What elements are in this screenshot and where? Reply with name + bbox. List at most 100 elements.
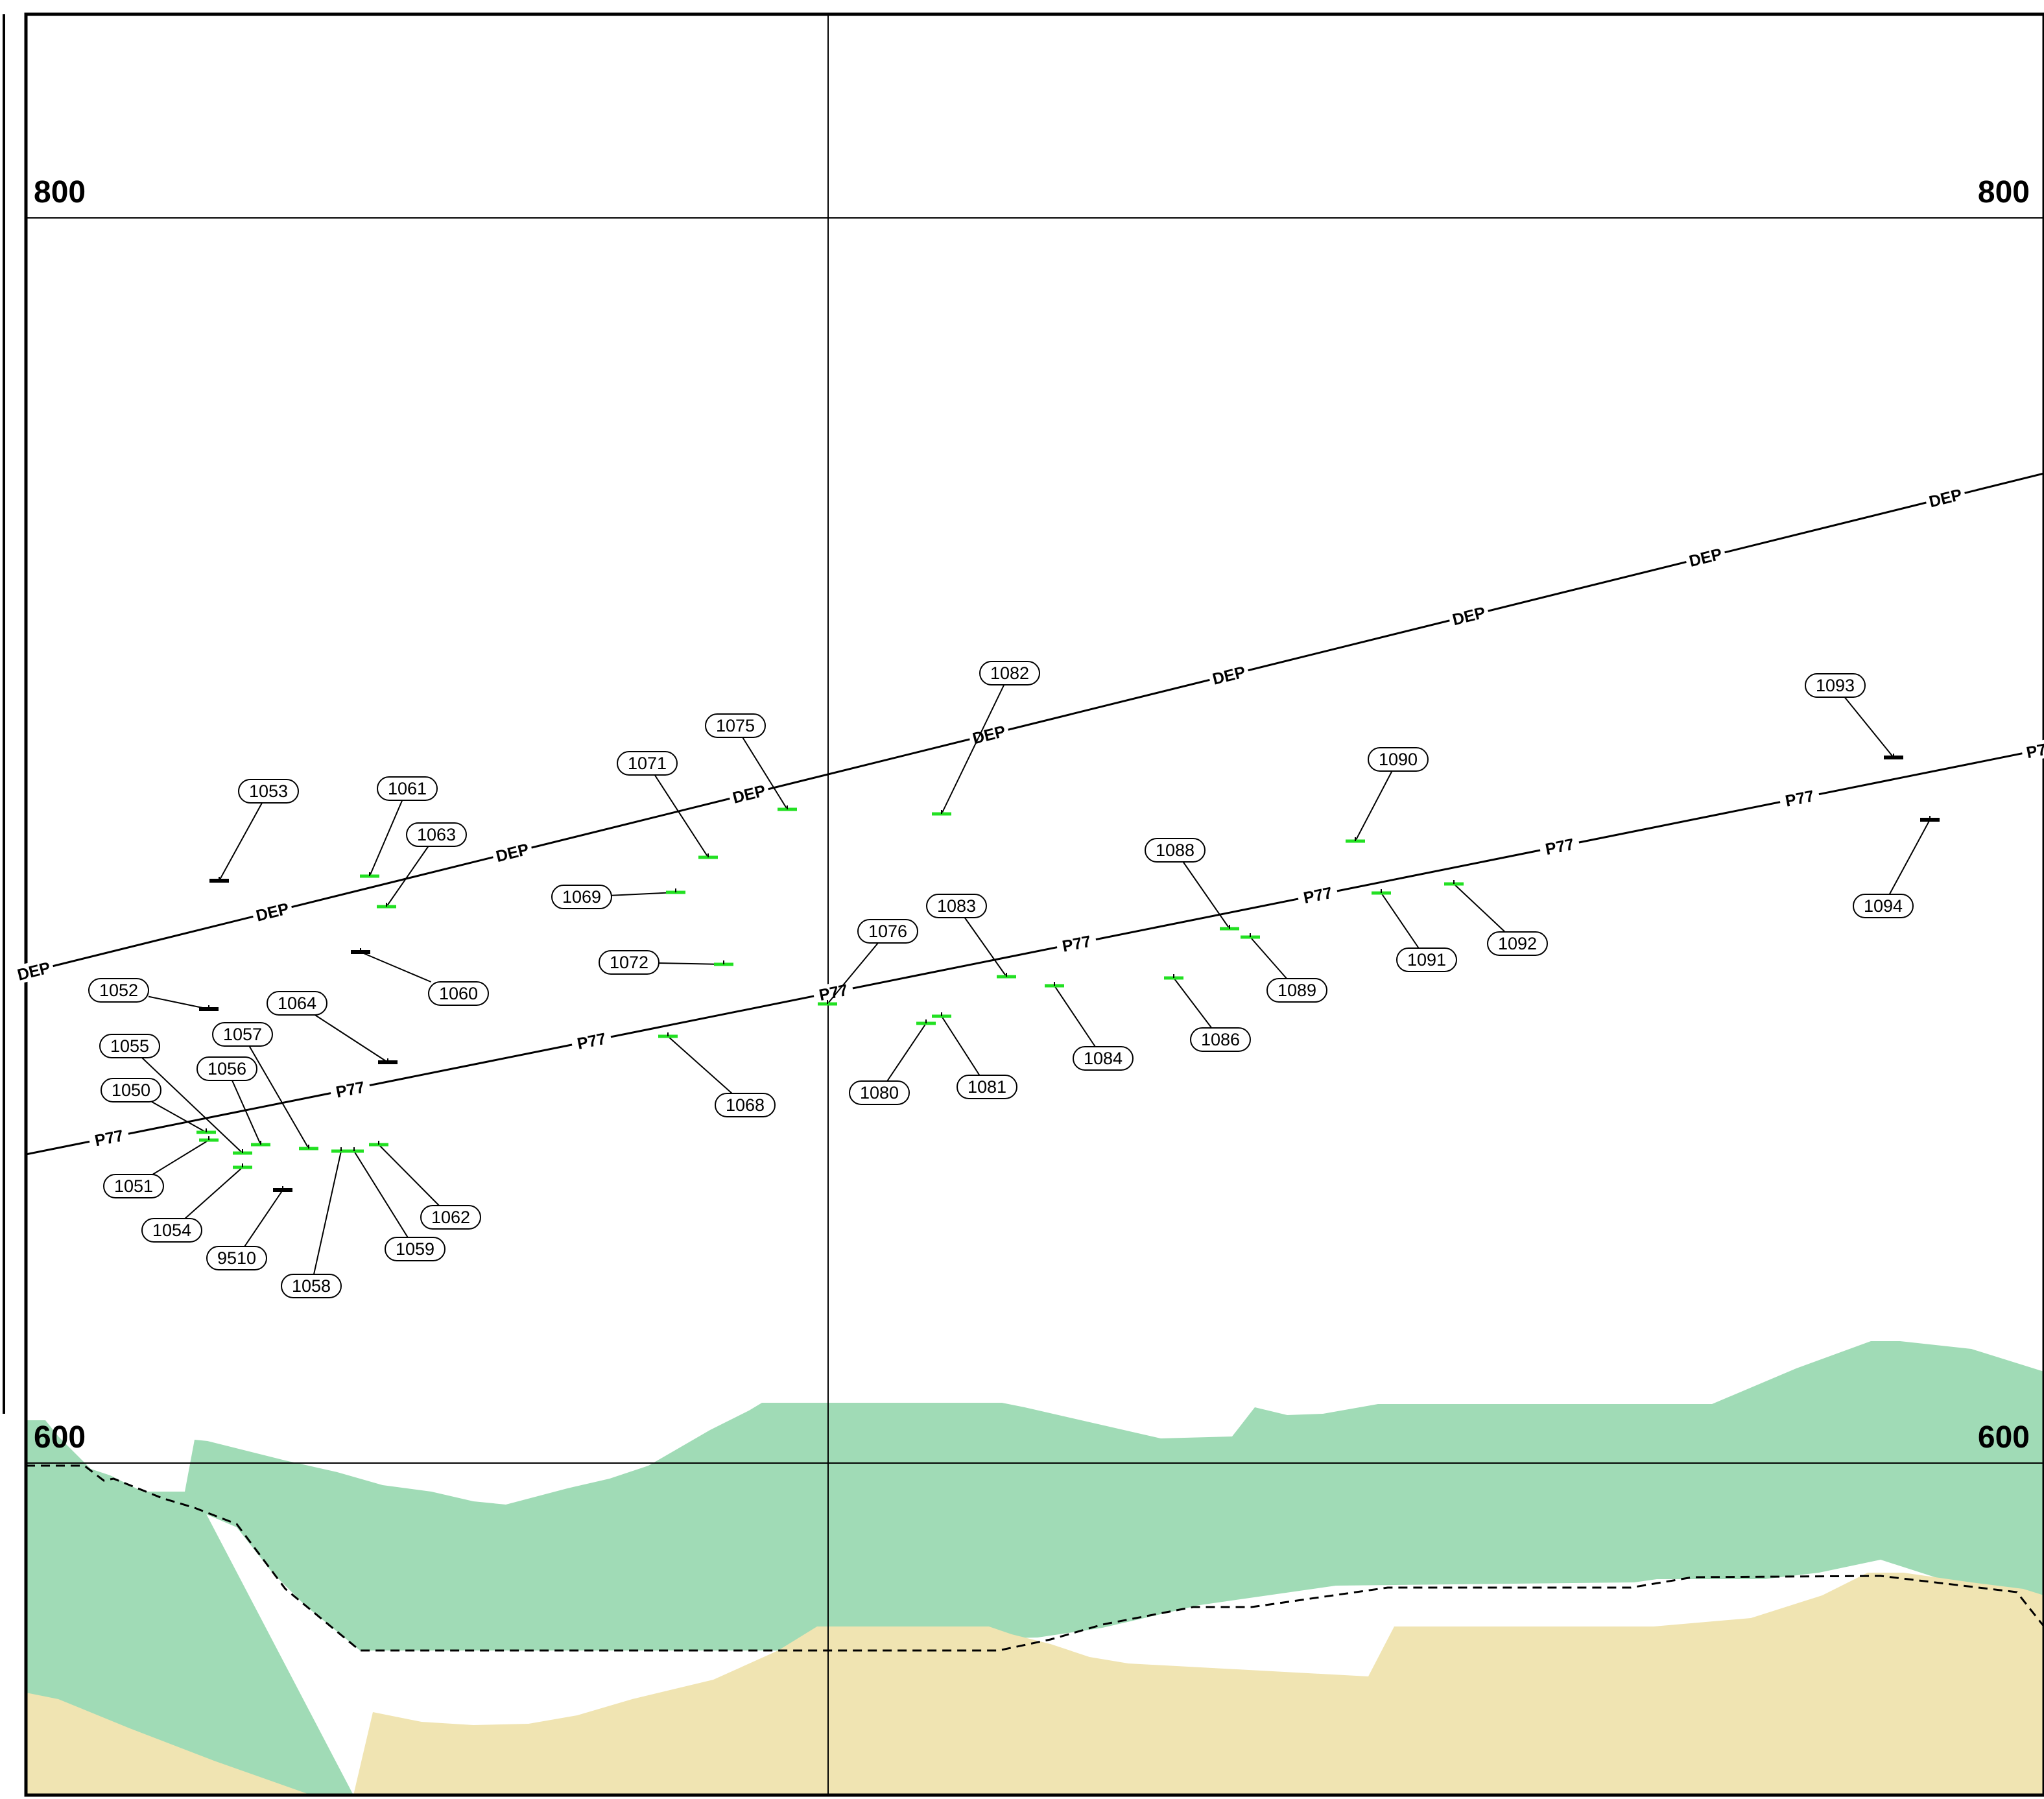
point-label[interactable]: 1052 xyxy=(88,978,149,1003)
point-label-text: 1062 xyxy=(431,1208,470,1227)
leader-line xyxy=(886,1023,927,1082)
point-label[interactable]: 1072 xyxy=(599,950,660,975)
point-label[interactable]: 1075 xyxy=(705,713,766,738)
survey-point-marker[interactable] xyxy=(233,1163,252,1169)
point-label[interactable]: 1090 xyxy=(1368,747,1429,772)
point-label[interactable]: 1083 xyxy=(926,894,987,918)
point-label-text: 1052 xyxy=(99,981,138,1000)
survey-point-marker[interactable] xyxy=(344,1147,364,1153)
survey-point-marker[interactable] xyxy=(273,1186,292,1192)
survey-point-marker[interactable] xyxy=(1164,974,1183,980)
leader-line xyxy=(232,1080,261,1145)
survey-point-marker[interactable] xyxy=(916,1019,936,1025)
grid-label-top-left: 800 xyxy=(34,175,86,209)
point-label[interactable]: 1057 xyxy=(212,1022,273,1047)
survey-point-marker[interactable] xyxy=(778,805,797,811)
point-label[interactable]: 1056 xyxy=(196,1056,257,1081)
leader-line xyxy=(353,1150,409,1238)
survey-point-marker[interactable] xyxy=(658,1032,678,1038)
survey-point-marker[interactable] xyxy=(1444,880,1464,886)
survey-point-marker[interactable] xyxy=(1884,754,1903,759)
point-label-text: 1088 xyxy=(1156,840,1194,860)
point-label[interactable]: 1059 xyxy=(385,1237,446,1261)
survey-point-marker[interactable] xyxy=(199,1005,219,1011)
point-label[interactable]: 1051 xyxy=(103,1174,164,1198)
grid-label-bottom-left: 600 xyxy=(34,1420,86,1455)
survey-point-marker[interactable] xyxy=(369,1141,388,1147)
svg-text:P7: P7 xyxy=(2025,741,2044,762)
point-label-text: 1080 xyxy=(860,1083,899,1102)
survey-point-marker[interactable] xyxy=(351,948,370,954)
svg-text:DEP: DEP xyxy=(1451,604,1488,630)
point-label-text: 1056 xyxy=(208,1059,246,1078)
survey-point-marker[interactable] xyxy=(1346,837,1365,843)
survey-point-marker[interactable] xyxy=(377,903,396,909)
point-label[interactable]: 9510 xyxy=(206,1246,267,1270)
point-label[interactable]: 1054 xyxy=(141,1218,202,1243)
svg-text:P77: P77 xyxy=(576,1030,608,1053)
point-label[interactable]: 1093 xyxy=(1805,673,1866,698)
point-label[interactable]: 1058 xyxy=(281,1274,342,1298)
survey-point-marker[interactable] xyxy=(196,1128,216,1134)
point-label[interactable]: 1091 xyxy=(1396,947,1457,972)
point-label[interactable]: 1071 xyxy=(617,751,678,776)
point-label[interactable]: 1086 xyxy=(1190,1027,1251,1052)
point-label-text: 1072 xyxy=(610,953,648,972)
survey-point-marker[interactable] xyxy=(209,877,229,883)
survey-point-marker[interactable] xyxy=(698,853,718,859)
survey-point-marker[interactable] xyxy=(378,1058,398,1064)
svg-text:DEP: DEP xyxy=(971,722,1008,748)
survey-line-label: P77 xyxy=(88,1125,130,1151)
survey-point-marker[interactable] xyxy=(1241,933,1260,939)
survey-point-marker[interactable] xyxy=(666,888,685,894)
survey-point-marker[interactable] xyxy=(1920,816,1940,822)
survey-line-label: DEP xyxy=(251,898,294,925)
svg-text:P77: P77 xyxy=(1544,835,1576,859)
point-label[interactable]: 1053 xyxy=(238,779,299,804)
survey-point-marker[interactable] xyxy=(997,973,1016,979)
survey-point-marker[interactable] xyxy=(199,1136,219,1142)
point-label-text: 1089 xyxy=(1278,981,1316,1000)
survey-point-marker[interactable] xyxy=(1372,889,1391,895)
leader-line xyxy=(313,1150,342,1275)
survey-point-marker[interactable] xyxy=(932,1012,951,1018)
point-label[interactable]: 1089 xyxy=(1266,978,1327,1003)
point-label[interactable]: 1081 xyxy=(957,1075,1017,1099)
survey-point-marker[interactable] xyxy=(251,1141,270,1147)
survey-line-p77 xyxy=(25,748,2044,1156)
survey-point-marker[interactable] xyxy=(1045,982,1064,988)
point-label[interactable]: 1062 xyxy=(420,1205,481,1230)
point-label[interactable]: 1061 xyxy=(377,776,438,801)
survey-point-marker[interactable] xyxy=(818,1000,837,1006)
point-label-text: 1059 xyxy=(396,1239,434,1259)
survey-point-marker[interactable] xyxy=(360,872,379,878)
survey-point-marker[interactable] xyxy=(1220,925,1239,931)
survey-point-marker[interactable] xyxy=(714,960,733,966)
point-label[interactable]: 1068 xyxy=(715,1093,776,1117)
leader-line xyxy=(1173,977,1213,1029)
point-label[interactable]: 1055 xyxy=(99,1034,160,1058)
point-label[interactable]: 1082 xyxy=(979,661,1040,685)
svg-text:DEP: DEP xyxy=(1687,545,1724,571)
point-label[interactable]: 1069 xyxy=(551,885,612,909)
point-label[interactable]: 1063 xyxy=(406,822,467,847)
point-label[interactable]: 1050 xyxy=(101,1078,161,1102)
svg-text:DEP: DEP xyxy=(1211,663,1248,689)
point-label-text: 1057 xyxy=(223,1025,262,1044)
svg-text:P77: P77 xyxy=(1302,884,1334,907)
survey-point-marker[interactable] xyxy=(233,1149,252,1155)
point-label-text: 1086 xyxy=(1201,1030,1240,1049)
leader-line xyxy=(141,1057,243,1154)
point-label[interactable]: 1088 xyxy=(1145,838,1206,863)
survey-point-marker[interactable] xyxy=(299,1145,318,1150)
green-zone-lower xyxy=(26,1492,353,1795)
point-label[interactable]: 1064 xyxy=(267,991,327,1016)
point-label[interactable]: 1094 xyxy=(1853,894,1914,918)
point-label[interactable]: 1092 xyxy=(1487,931,1548,956)
survey-point-marker[interactable] xyxy=(932,810,951,816)
point-label[interactable]: 1080 xyxy=(849,1080,910,1105)
point-label[interactable]: 1084 xyxy=(1073,1046,1134,1071)
point-label[interactable]: 1076 xyxy=(857,919,918,944)
point-label[interactable]: 1060 xyxy=(428,981,489,1006)
